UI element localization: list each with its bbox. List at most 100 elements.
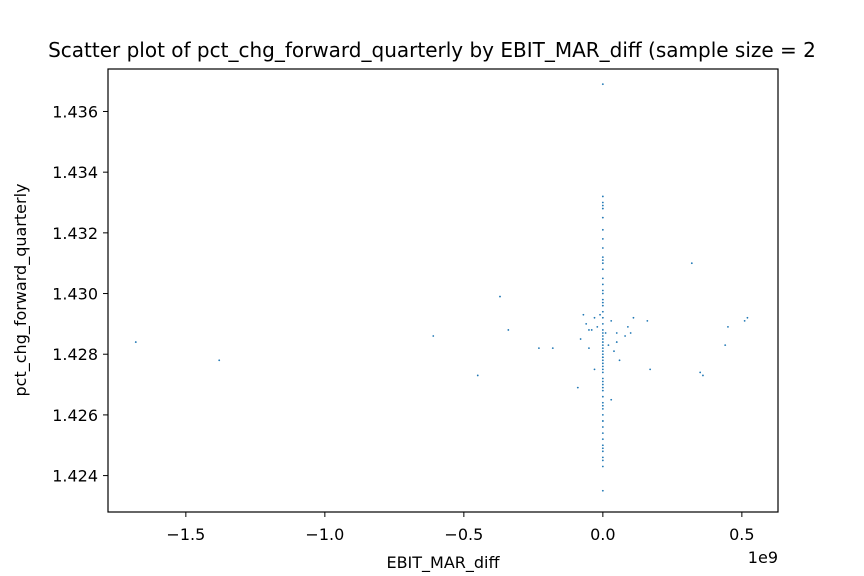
data-point [601,335,604,337]
data-point [476,374,479,377]
data-point [615,332,618,334]
data-point [618,359,621,362]
data-point [624,335,626,337]
y-tick-label: 1.430 [52,285,98,304]
data-point [593,368,596,371]
data-point [601,353,604,356]
data-point [601,283,604,286]
data-point [432,335,435,337]
data-point [649,368,652,371]
data-point [613,350,615,353]
data-point [601,262,604,265]
x-axis-offset-label: 1e9 [748,548,778,567]
data-point [601,386,604,389]
data-point [601,204,604,207]
data-point [582,313,585,316]
data-point [727,326,729,328]
data-point [601,459,604,462]
data-point [610,319,613,322]
data-point [601,332,604,334]
data-point [585,322,588,325]
x-tick-label: −1.5 [166,525,205,544]
data-point [601,432,604,435]
data-point [576,386,579,389]
data-point [579,338,582,340]
data-point [601,368,604,371]
data-point [588,347,590,350]
x-tick-label: 0.5 [729,525,754,544]
data-point [601,362,604,365]
data-point [601,322,604,325]
data-point [601,207,604,210]
data-point [610,398,613,401]
data-point [626,326,629,328]
data-point [743,319,746,322]
y-tick-label: 1.428 [52,345,98,364]
data-point [601,83,604,86]
data-point [601,401,604,404]
data-point [601,201,604,204]
data-point [134,341,137,343]
data-point [601,256,604,259]
data-point [615,341,618,343]
x-tick-label: −1.0 [305,525,344,544]
data-point [601,316,604,319]
data-point [601,447,604,450]
data-point [601,404,604,407]
data-point [601,304,604,307]
data-point [601,259,604,262]
data-point [601,247,604,249]
data-point [601,450,604,453]
data-point [601,268,604,271]
data-point [601,238,604,240]
data-point [601,277,604,280]
data-point [601,216,604,219]
data-point [601,350,604,353]
data-point [538,347,540,350]
data-point [596,326,599,328]
data-point [601,465,604,468]
data-point [629,332,632,334]
x-axis-label: EBIT_MAR_diff [386,553,500,573]
y-axis: 1.424 1.426 1.428 1.430 1.432 1.434 1.436 [52,102,108,486]
data-point [604,332,607,334]
data-point [601,341,604,343]
data-point [601,414,604,416]
data-point [601,407,604,410]
data-point [601,426,604,428]
data-point [601,359,604,362]
x-tick-label: −0.5 [444,525,483,544]
data-point [601,489,604,492]
data-point [601,371,604,374]
data-point [601,420,604,422]
data-point [601,377,604,380]
y-tick-label: 1.426 [52,406,98,425]
data-point [601,444,604,447]
data-point [218,359,221,362]
data-point [601,298,604,301]
data-point [590,329,593,331]
data-point [601,356,604,359]
data-point [601,438,604,441]
data-point [601,380,604,383]
data-points [134,83,749,492]
x-axis: −1.5 −1.0 −0.5 0.0 0.5 [166,512,755,544]
x-tick-label: 0.0 [590,525,615,544]
data-point [699,371,702,374]
data-point [601,195,604,198]
data-point [551,347,554,350]
chart-title: Scatter plot of pct_chg_forward_quarterl… [48,38,816,62]
data-point [601,289,604,292]
data-point [507,329,510,331]
y-axis-label: pct_chg_forward_quarterly [11,184,31,397]
data-point [601,310,604,313]
data-point [690,262,693,265]
data-point [601,395,604,398]
y-tick-label: 1.424 [52,467,98,486]
data-point [599,313,601,316]
data-point [601,301,604,304]
data-point [601,347,604,350]
data-point [593,316,596,319]
